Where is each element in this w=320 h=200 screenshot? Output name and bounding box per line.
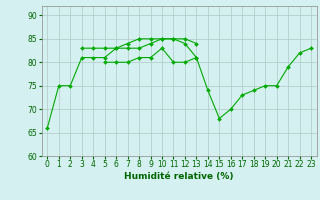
X-axis label: Humidité relative (%): Humidité relative (%) [124,172,234,181]
